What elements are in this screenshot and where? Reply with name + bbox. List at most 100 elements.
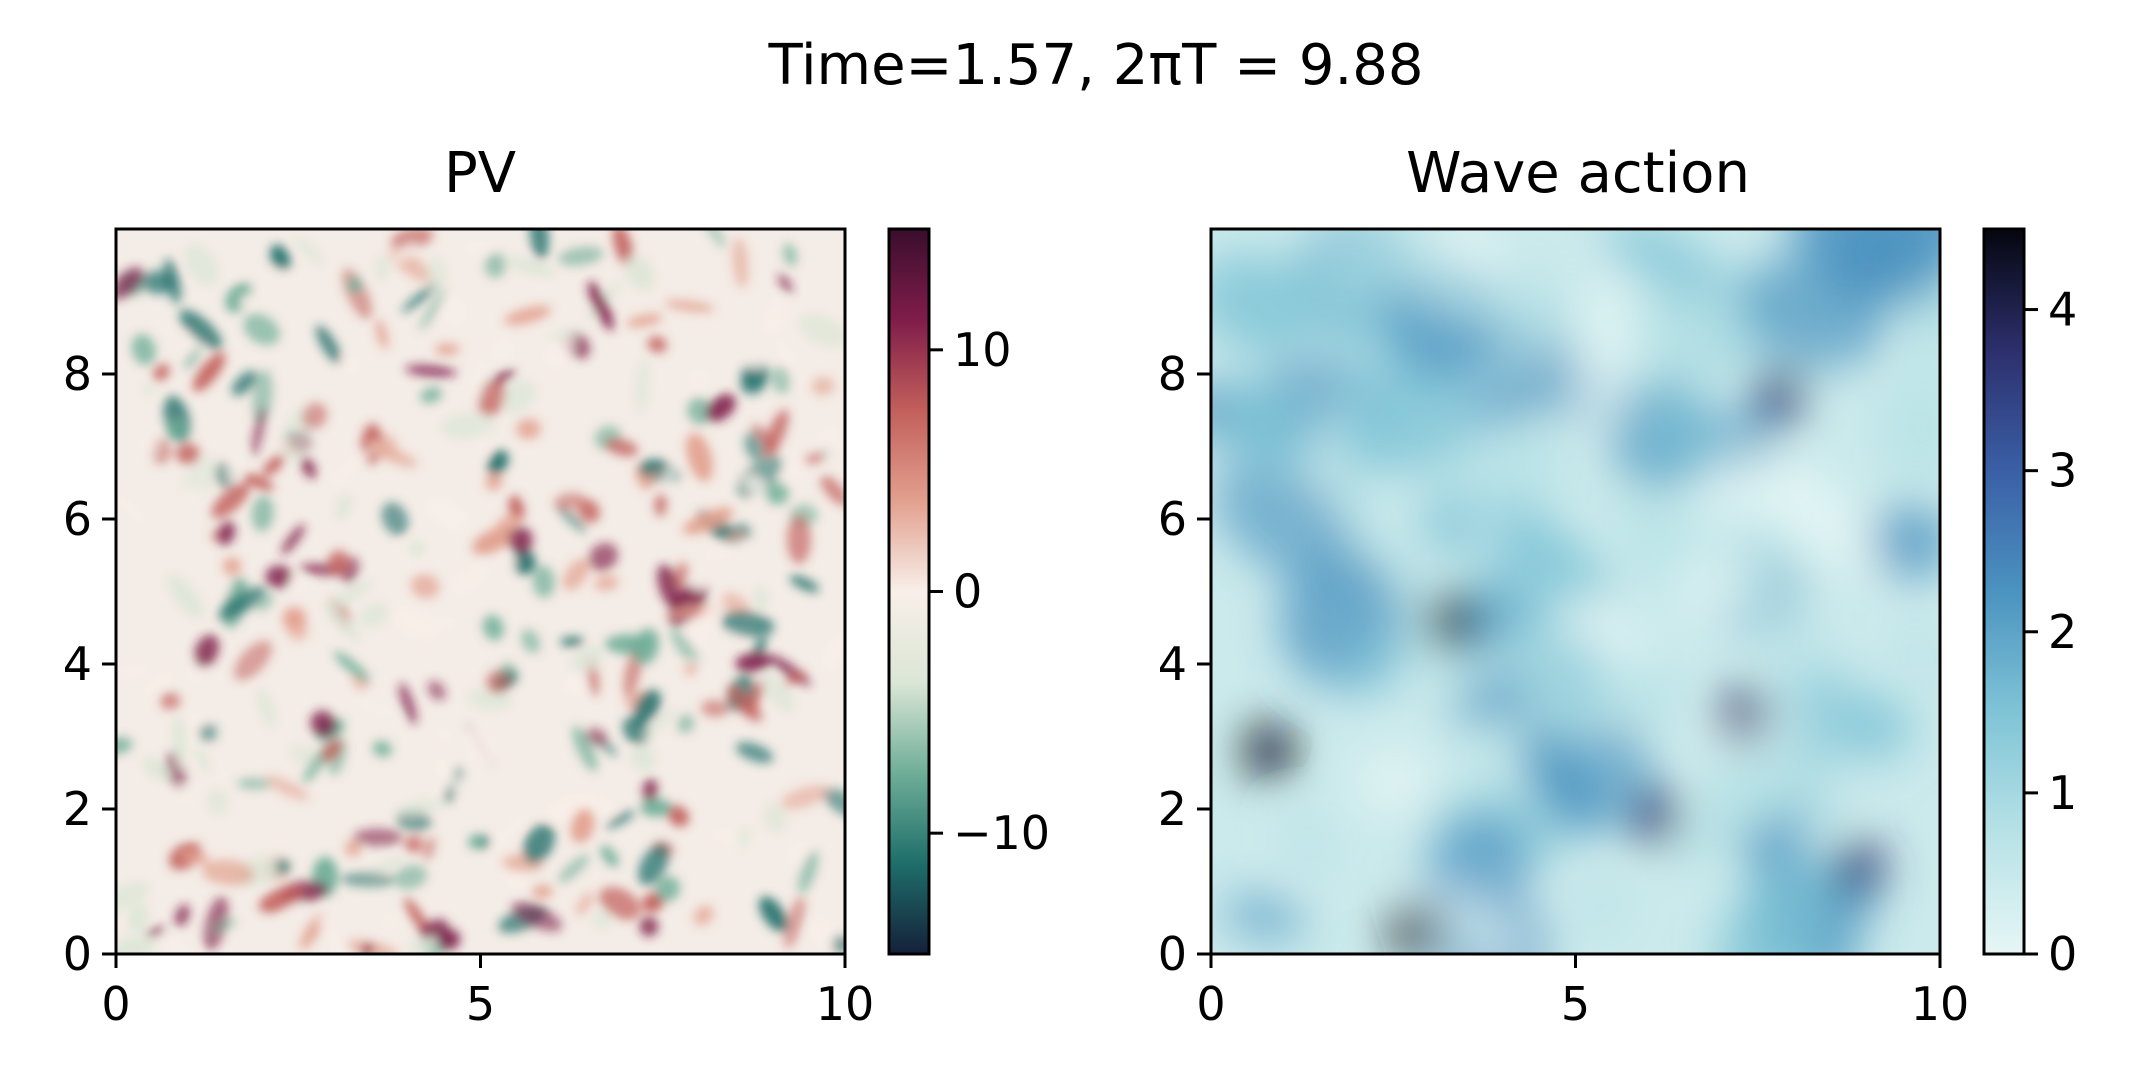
heatmap-blob (1211, 252, 1317, 354)
heatmap-blob (450, 563, 490, 596)
heatmap-blob (1318, 229, 1419, 304)
heatmap-blob (1573, 274, 1637, 431)
heatmap-blob (1775, 480, 1822, 541)
heatmap-blob (160, 691, 181, 710)
heatmap-blob (588, 542, 618, 572)
heatmap-blob (799, 314, 845, 347)
heatmap-maximum (1755, 367, 1804, 424)
heatmap-blob (441, 293, 468, 329)
heatmap-blob (625, 255, 654, 291)
heatmap-blob (381, 502, 409, 536)
heatmap-blob (184, 244, 219, 286)
heatmap-blob (503, 553, 517, 567)
heatmap-blob (281, 524, 306, 555)
heatmap-blob (183, 346, 202, 370)
heatmap-blob (635, 358, 650, 414)
heatmap-blob (338, 675, 370, 708)
heatmap-blob (640, 798, 673, 817)
heatmap-blob (1876, 370, 1940, 485)
heatmap-blob (367, 443, 418, 467)
heatmap-blob (697, 593, 722, 639)
heatmap-blob (641, 706, 679, 741)
heatmap-blob (215, 584, 231, 596)
heatmap-blob (136, 435, 159, 458)
heatmap-blob (585, 727, 608, 746)
heatmap-blob (172, 715, 188, 766)
x-tick-label: 10 (1911, 977, 1970, 1031)
heatmap-blob (420, 386, 443, 404)
heatmap-blob (1213, 459, 1352, 580)
heatmap-blob (293, 236, 325, 265)
heatmap-blob (744, 475, 771, 498)
heatmap-blob (654, 492, 667, 517)
heatmap-maximum (1427, 592, 1476, 649)
heatmap-blob (532, 884, 553, 899)
heatmap-blob (520, 629, 541, 654)
heatmap-blob (145, 926, 166, 937)
heatmap-blob (359, 602, 391, 628)
x-tick-label: 0 (101, 977, 130, 1031)
heatmap-blob (764, 481, 789, 505)
heatmap-blob (592, 796, 615, 819)
heatmap-blob (211, 918, 237, 933)
colorbar-tick-label: 0 (953, 565, 982, 619)
heatmap-blob (673, 562, 688, 589)
heatmap-blob (1739, 589, 1823, 666)
heatmap-blob (605, 438, 639, 457)
heatmap-blob (163, 258, 182, 304)
heatmap-blob (654, 876, 681, 902)
heatmap-blob (234, 640, 272, 681)
heatmap-blob (207, 789, 229, 815)
heatmap-blob (1671, 769, 1795, 865)
y-tick-label: 2 (63, 782, 92, 836)
heatmap-blob (228, 271, 242, 280)
heatmap-blob (269, 244, 291, 271)
heatmap-blob (410, 574, 440, 599)
heatmap-blob (642, 778, 658, 805)
heatmap-blob (487, 450, 509, 475)
heatmap-blob (777, 273, 793, 294)
heatmap-blob (419, 289, 446, 331)
heatmap-blob (702, 229, 726, 249)
y-tick-label: 6 (63, 492, 92, 546)
heatmap-blob (426, 255, 447, 295)
heatmap-blob (808, 917, 837, 949)
pv-panel: PV 0 5 10 0 2 4 6 8 −10 0 10 (63, 141, 1050, 1031)
heatmap-blob (647, 336, 667, 353)
heatmap-blob (1418, 492, 1483, 557)
heatmap-blob (401, 282, 439, 313)
heatmap-blob (251, 495, 274, 532)
heatmap-blob (175, 443, 200, 465)
y-tick-label: 8 (63, 347, 92, 401)
heatmap-blob (301, 402, 328, 430)
heatmap-blob (162, 783, 197, 805)
heatmap-blob (394, 864, 428, 890)
heatmap-blob (511, 547, 536, 575)
heatmap-blob (252, 369, 273, 425)
heatmap-blob (548, 329, 579, 342)
heatmap-blob (380, 911, 398, 933)
heatmap-blob (340, 872, 396, 887)
heatmap-blob (211, 482, 250, 519)
heatmap-blob (563, 675, 584, 698)
heatmap-blob (324, 603, 361, 642)
heatmap-blob (467, 688, 513, 710)
heatmap-blob (683, 507, 734, 535)
heatmap-blob (701, 541, 743, 562)
heatmap-blob (484, 253, 506, 278)
heatmap-blob (508, 526, 533, 554)
heatmap-blob (116, 737, 133, 755)
heatmap-blob (559, 636, 585, 647)
colorbar-tick-label: −10 (953, 806, 1050, 860)
heatmap-blob (396, 798, 448, 815)
heatmap-blob (605, 810, 636, 829)
heatmap-blob (1311, 453, 1397, 596)
wave-action-colorbar (1982, 227, 2026, 956)
heatmap-blob (329, 450, 371, 487)
heatmap-blob (1220, 380, 1304, 472)
heatmap-blob (529, 229, 549, 260)
heatmap-blob (804, 451, 825, 466)
colorbar-gradient (887, 227, 931, 956)
heatmap-blob (116, 663, 152, 681)
heatmap-blob (633, 628, 660, 665)
